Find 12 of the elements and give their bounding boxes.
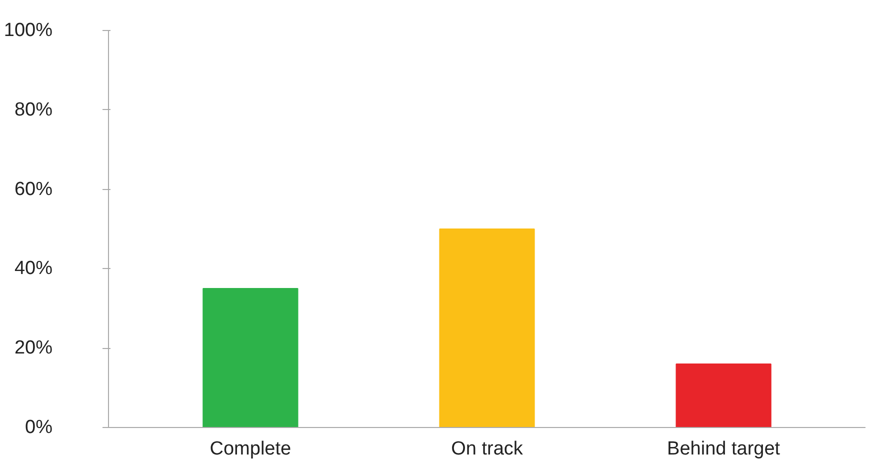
- x-tick-label: Complete: [210, 438, 292, 460]
- y-tick-label: 40%: [14, 258, 53, 280]
- y-tick-label: 0%: [25, 417, 53, 438]
- bar: [439, 228, 535, 428]
- bar: [202, 288, 298, 428]
- y-tick-label: 80%: [14, 99, 53, 120]
- x-tick-label: Behind target: [667, 438, 781, 460]
- x-tick-label: On track: [451, 438, 524, 460]
- y-tick-label: 20%: [14, 338, 53, 359]
- bar: [676, 363, 772, 428]
- y-tick-label: 60%: [14, 178, 53, 200]
- y-tick-label: 100%: [4, 20, 53, 41]
